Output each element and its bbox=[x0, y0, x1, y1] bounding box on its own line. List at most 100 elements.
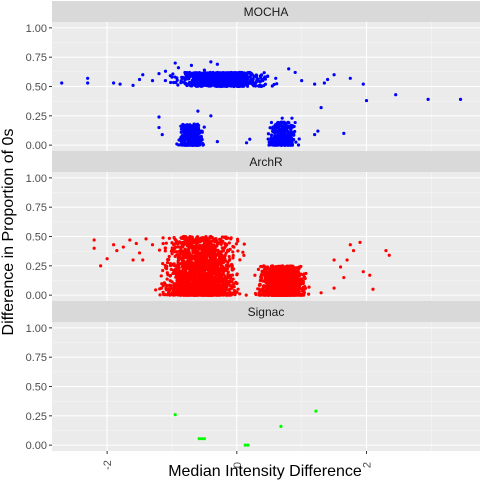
data-point bbox=[163, 246, 167, 250]
data-point bbox=[197, 251, 201, 256]
data-point bbox=[267, 143, 271, 147]
data-point bbox=[254, 292, 258, 297]
data-point bbox=[202, 125, 206, 129]
data-point bbox=[202, 263, 206, 267]
data-point bbox=[213, 238, 217, 242]
data-point bbox=[187, 247, 191, 252]
data-point bbox=[205, 84, 209, 88]
data-point bbox=[231, 267, 235, 271]
data-point bbox=[271, 130, 276, 134]
data-point bbox=[204, 251, 208, 256]
data-point bbox=[198, 135, 202, 139]
data-point bbox=[201, 292, 205, 296]
data-point bbox=[180, 290, 184, 294]
data-point bbox=[228, 257, 232, 262]
data-point bbox=[234, 290, 238, 294]
data-point bbox=[244, 293, 248, 297]
data-point bbox=[236, 239, 240, 243]
data-point bbox=[304, 271, 308, 276]
data-point bbox=[212, 243, 216, 247]
data-point bbox=[248, 70, 252, 75]
y-tick-label: 0.25 bbox=[26, 111, 47, 123]
data-point bbox=[186, 255, 190, 259]
data-point bbox=[202, 237, 206, 241]
y-tick-label: 0.00 bbox=[26, 140, 47, 152]
data-point bbox=[60, 81, 64, 85]
data-point bbox=[231, 74, 235, 78]
data-point bbox=[182, 264, 186, 268]
data-point bbox=[157, 248, 162, 252]
data-point bbox=[179, 124, 183, 128]
data-point bbox=[232, 285, 236, 289]
data-point bbox=[210, 72, 214, 76]
data-point bbox=[245, 80, 249, 84]
data-point bbox=[229, 284, 234, 288]
data-point bbox=[275, 129, 279, 133]
data-point bbox=[204, 248, 208, 252]
data-point bbox=[211, 287, 215, 291]
data-point bbox=[250, 73, 254, 77]
data-point bbox=[182, 241, 186, 245]
data-point bbox=[193, 71, 197, 75]
data-point bbox=[316, 129, 320, 133]
data-point bbox=[186, 286, 191, 290]
data-point bbox=[171, 271, 175, 276]
data-point bbox=[206, 242, 210, 246]
facet-strip-label: MOCHA bbox=[244, 5, 289, 19]
data-point bbox=[181, 76, 185, 80]
data-point bbox=[211, 254, 215, 258]
data-point bbox=[228, 276, 233, 280]
data-point bbox=[202, 68, 206, 72]
data-point bbox=[176, 256, 180, 260]
data-point bbox=[258, 80, 262, 84]
data-point bbox=[150, 79, 155, 83]
data-point bbox=[292, 133, 296, 137]
data-point bbox=[197, 76, 201, 80]
data-point bbox=[186, 290, 190, 295]
data-point bbox=[234, 242, 239, 246]
data-point bbox=[238, 73, 243, 78]
data-point bbox=[216, 277, 221, 281]
data-point bbox=[157, 125, 161, 130]
data-point bbox=[218, 237, 222, 241]
data-point bbox=[186, 129, 190, 133]
data-point bbox=[182, 276, 186, 280]
data-point bbox=[182, 126, 186, 130]
data-point bbox=[313, 82, 317, 86]
data-point bbox=[233, 71, 237, 75]
data-point bbox=[172, 290, 176, 294]
data-point bbox=[280, 126, 284, 130]
data-point bbox=[214, 71, 218, 75]
facet-strip-label: ArchR bbox=[249, 155, 283, 169]
data-point bbox=[394, 93, 398, 97]
data-point bbox=[208, 235, 212, 239]
data-point bbox=[221, 265, 225, 269]
data-point bbox=[205, 244, 209, 248]
data-point bbox=[219, 290, 223, 294]
data-point bbox=[226, 293, 230, 297]
data-point bbox=[159, 274, 163, 278]
data-point bbox=[187, 126, 191, 130]
data-point bbox=[257, 84, 261, 88]
data-point bbox=[194, 84, 199, 88]
data-point bbox=[274, 139, 278, 143]
data-point bbox=[231, 256, 235, 260]
data-point bbox=[179, 271, 183, 275]
data-point bbox=[217, 241, 221, 245]
data-point bbox=[167, 254, 171, 259]
data-point bbox=[161, 241, 165, 246]
data-point bbox=[313, 132, 317, 137]
data-point bbox=[223, 257, 227, 262]
y-tick-label: 1.00 bbox=[26, 23, 47, 35]
data-point bbox=[215, 140, 219, 144]
data-point bbox=[297, 265, 301, 269]
data-point bbox=[237, 84, 242, 89]
data-point bbox=[202, 282, 206, 286]
data-point bbox=[171, 72, 175, 76]
data-point bbox=[168, 264, 173, 268]
data-point bbox=[287, 121, 291, 125]
data-point bbox=[183, 286, 187, 290]
data-point bbox=[230, 83, 234, 87]
data-point bbox=[276, 133, 280, 137]
data-point bbox=[187, 133, 191, 137]
